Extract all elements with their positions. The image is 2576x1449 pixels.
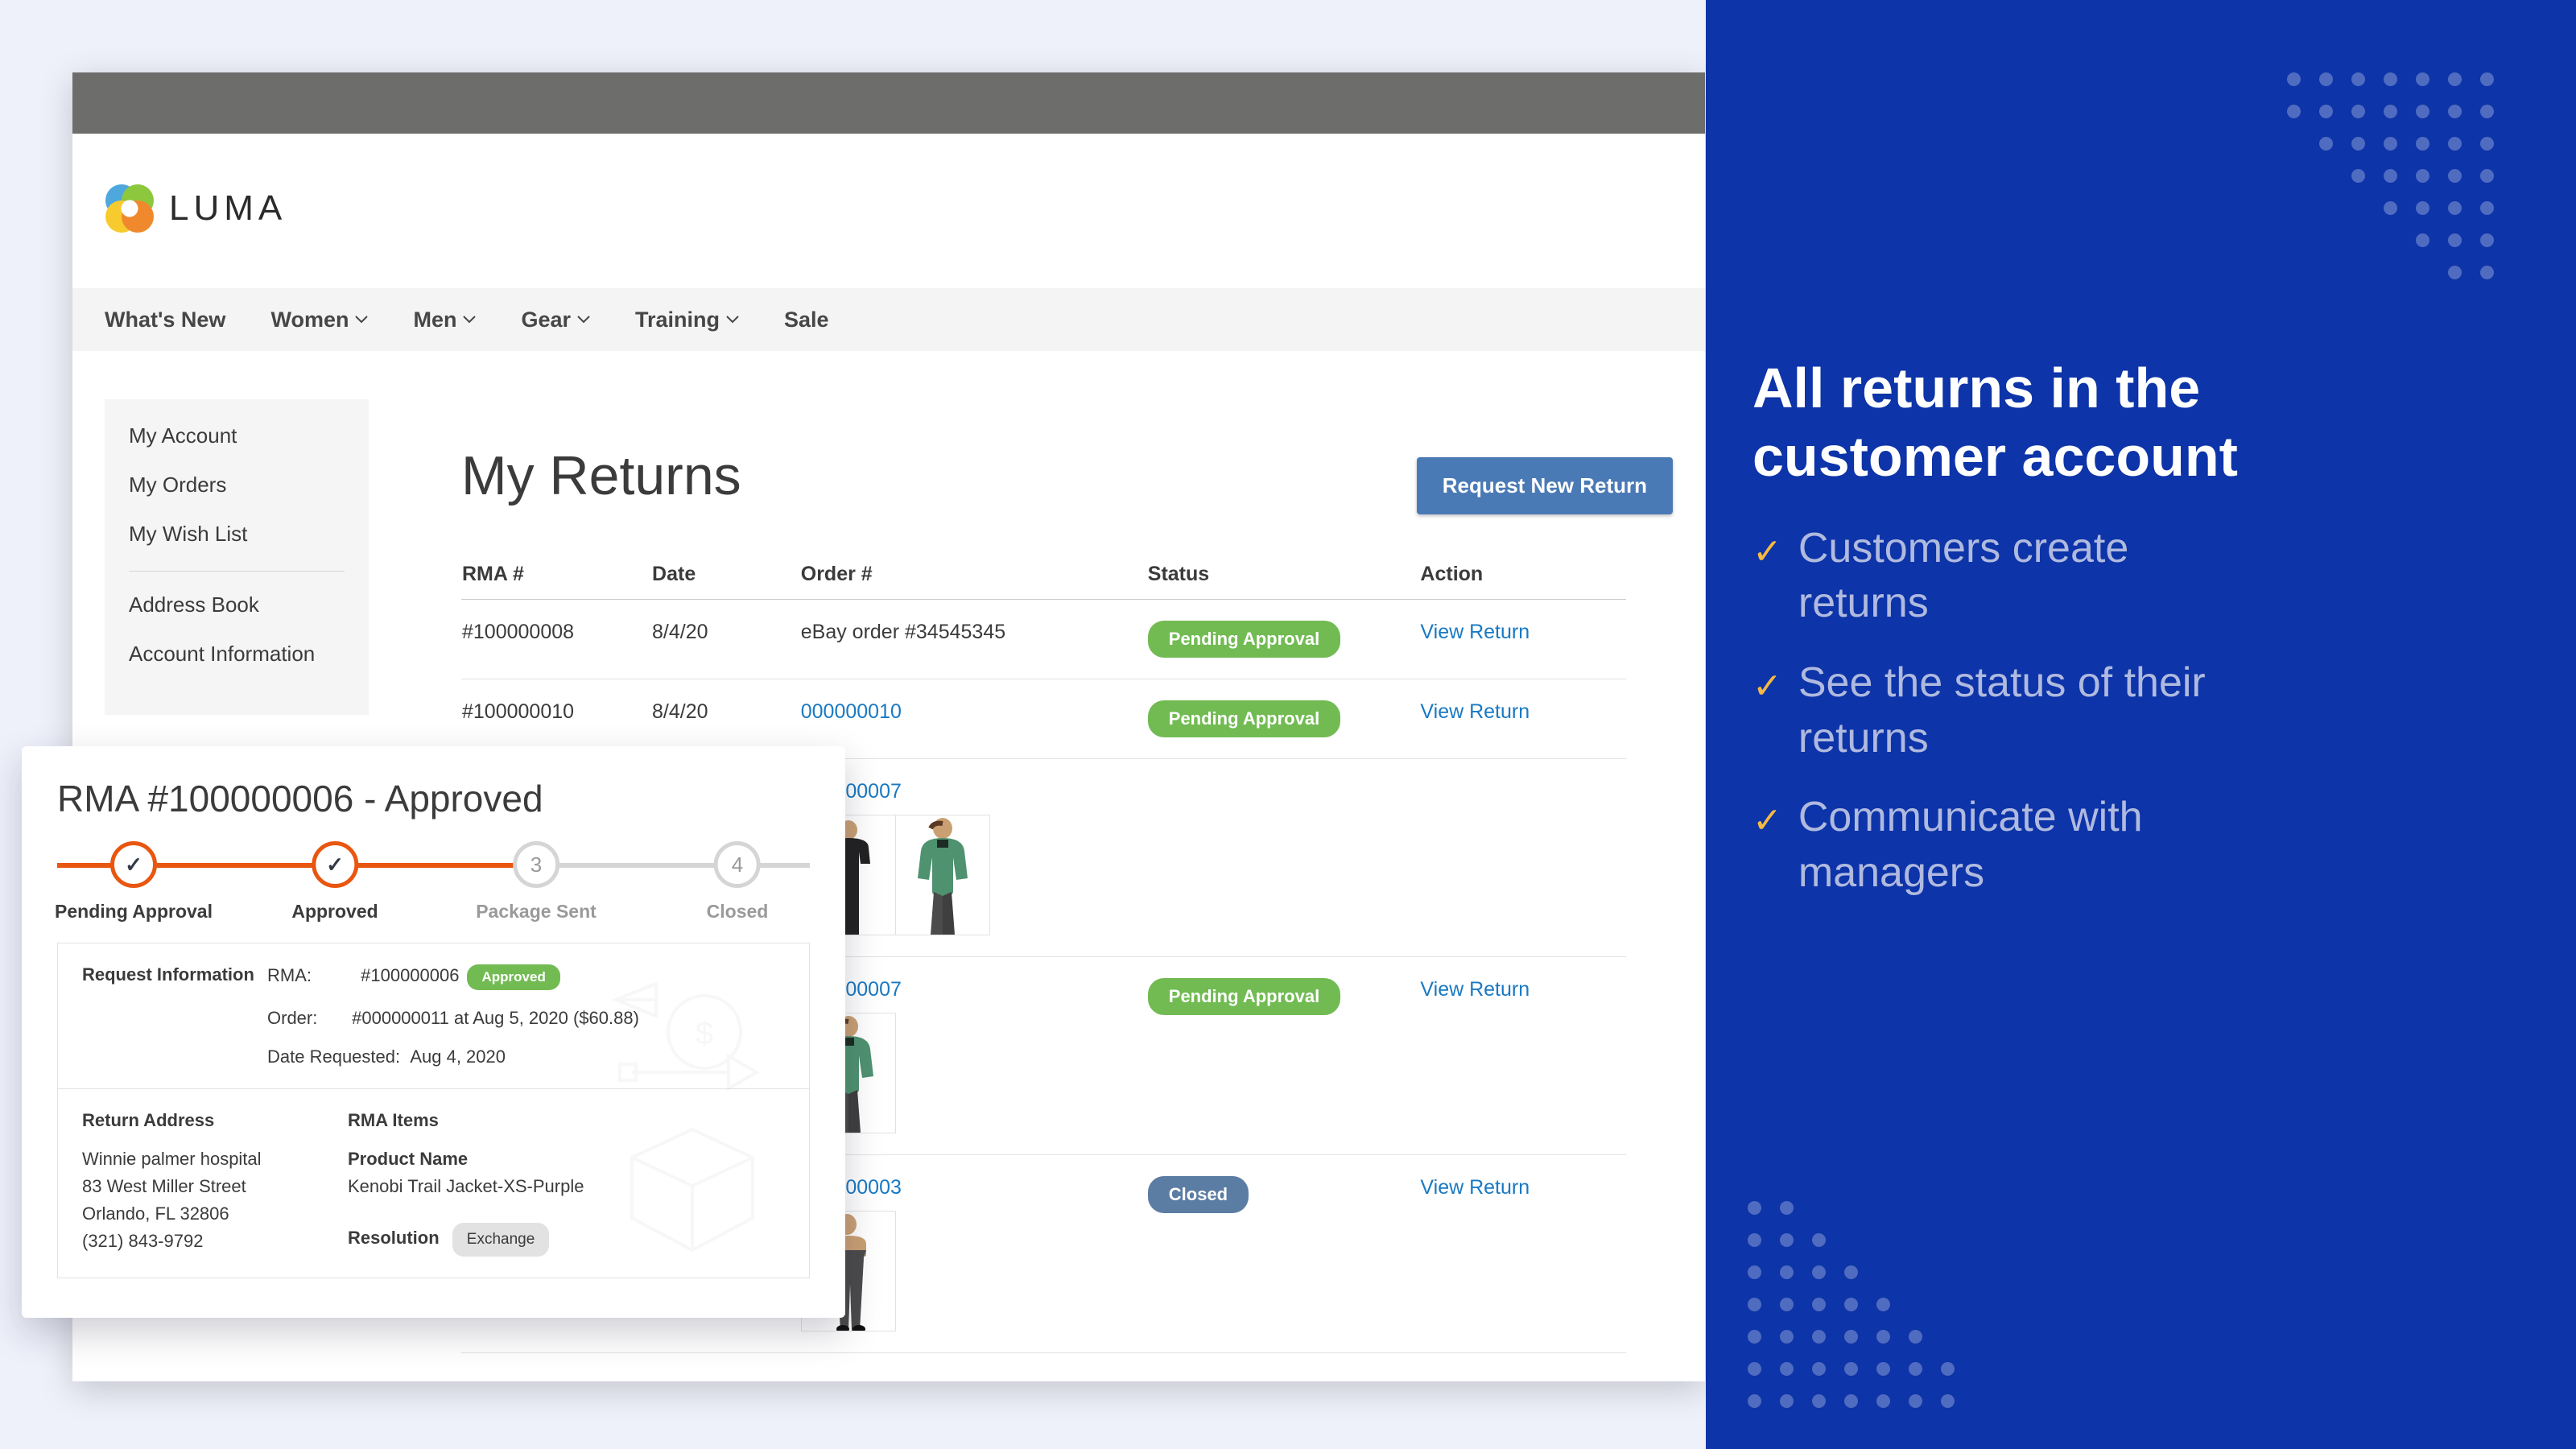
svg-text:$: $ [696,1016,713,1051]
